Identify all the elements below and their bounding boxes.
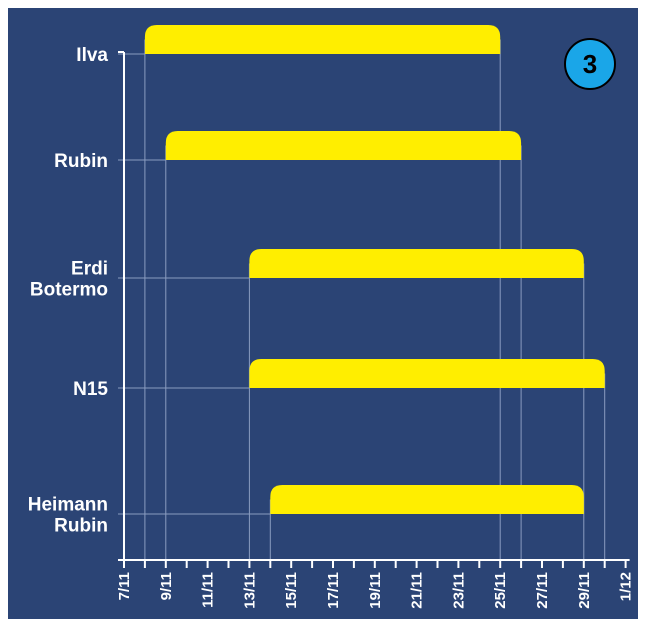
x-tick-label: 1/12 [618,572,635,601]
category-label: Ilva [76,45,108,66]
category-label: Botermo [30,280,108,301]
badge-number: 3 [583,49,597,79]
x-tick-label: 15/11 [283,572,300,609]
x-tick-label: 13/11 [241,572,258,609]
chart-background [8,8,638,619]
bar [144,25,501,54]
chart-number-badge: 3 [564,38,616,90]
x-tick-label: 19/11 [367,572,384,609]
row-lines [118,53,271,515]
x-tick-label: 9/11 [158,572,175,600]
badge-circle [564,38,616,90]
x-tick-label: 21/11 [409,572,426,609]
category-label: N15 [73,379,108,400]
x-tick-label: 25/11 [492,572,509,609]
bar [249,249,584,278]
x-tick-label: 11/11 [200,572,217,608]
x-tick-label: 23/11 [450,572,467,609]
x-tick-label: 27/11 [534,572,551,609]
x-axis: 7/11 9/11 11/11 13/11 15/11 17/11 19/11 21/11 23… [116,51,635,609]
bar [165,131,522,160]
x-tick-label: 17/11 [325,572,342,609]
x-tick-label: 7/11 [116,572,133,600]
category-label: Heimann [28,495,108,516]
bar [270,485,584,514]
category-label: Erdi [71,259,108,280]
bar [249,359,605,388]
x-tick-label: 29/11 [576,572,593,609]
category-label: Rubin [54,516,108,537]
category-label: Rubin [54,151,108,172]
bars [144,25,605,514]
